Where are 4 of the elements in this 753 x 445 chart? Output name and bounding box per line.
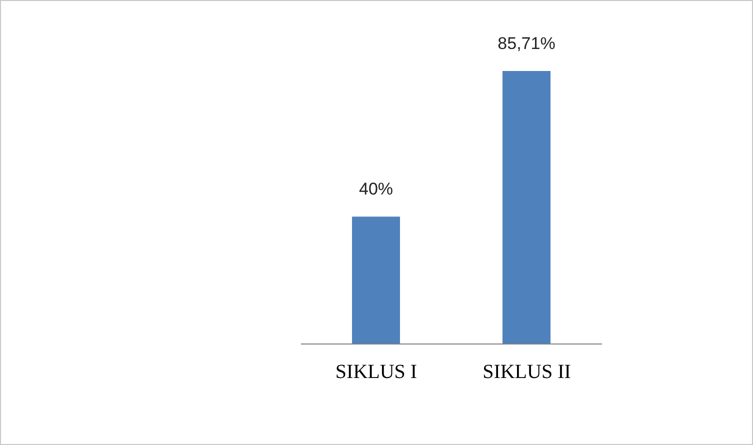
data-label: 85,71%	[498, 34, 556, 53]
data-label: 40%	[358, 180, 394, 199]
x-tick-label: SIKLUS I	[335, 361, 418, 384]
x-tick-label: SIKLUS II	[482, 361, 571, 384]
